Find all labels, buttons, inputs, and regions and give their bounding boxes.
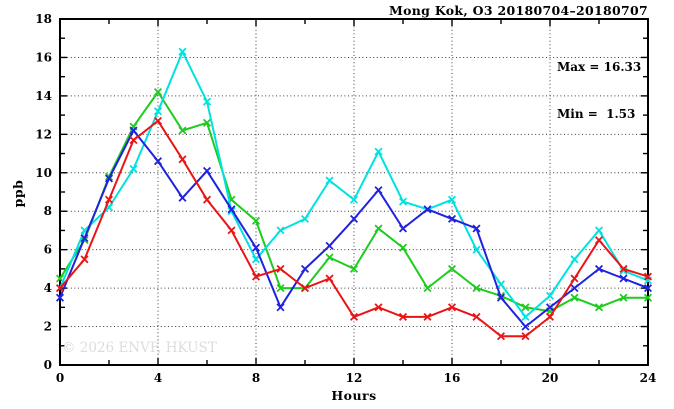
y-tick-label: 18 [35,12,52,26]
y-tick-label: 8 [44,204,52,218]
y-tick-label: 2 [44,320,52,334]
chart-title: Mong Kok, O3 20180704–20180707 [389,3,648,18]
y-tick-label: 16 [35,50,52,64]
x-tick-label: 20 [542,371,559,385]
x-tick-label: 4 [154,371,162,385]
x-tick-label: 12 [346,371,363,385]
y-tick-label: 0 [44,358,52,372]
x-axis-label: Hours [331,388,377,403]
data-point-markers-blue-line [55,126,653,331]
x-tick-label: 8 [252,371,260,385]
y-tick-label: 14 [35,89,52,103]
max-value-label: Max = 16.33 [557,60,642,75]
stats-box: Max = 16.33 Min = 1.53 [557,29,641,154]
data-point-markers-red-line [55,116,653,341]
y-tick-label: 6 [44,243,52,257]
plot-border [59,18,649,366]
min-value-label: Min = 1.53 [557,106,636,121]
y-axis-label: ppb [10,179,26,208]
y-tick-label: 12 [35,127,52,141]
y-tick-label: 10 [35,166,52,180]
x-tick-label: 16 [444,371,461,385]
watermark: © 2026 ENVF, HKUST [62,340,217,356]
x-tick-label: 0 [56,371,64,385]
x-tick-label: 24 [640,371,657,385]
y-tick-label: 4 [44,281,52,295]
